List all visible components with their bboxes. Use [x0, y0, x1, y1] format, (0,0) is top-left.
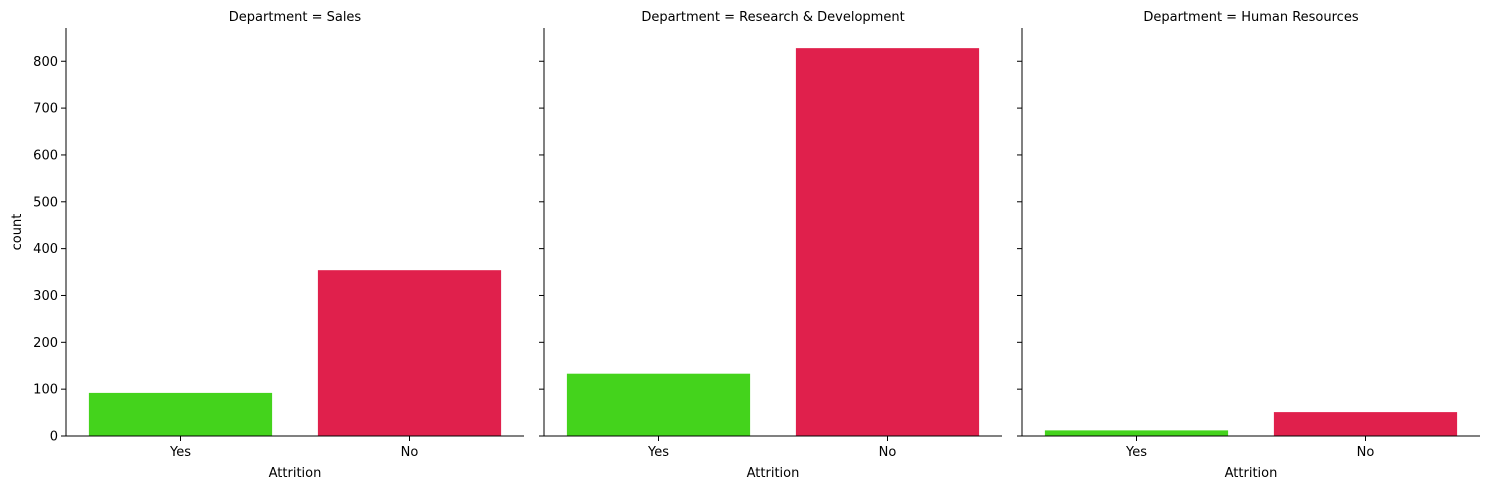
bar-yes — [566, 373, 751, 436]
panel-title: Department = Human Resources — [1143, 10, 1358, 25]
y-tick-label: 700 — [33, 102, 58, 117]
y-tick-label: 300 — [33, 289, 58, 304]
x-axis-label: Attrition — [269, 466, 322, 481]
x-tick-label-yes: Yes — [169, 445, 191, 460]
facet-panel-3: Yes No Attrition Department = Human Resourc… — [1017, 10, 1480, 481]
y-tick-label: 0 — [50, 430, 58, 445]
y-tick-label: 800 — [33, 55, 58, 70]
bar-yes — [88, 392, 273, 436]
y-tick-label: 400 — [33, 242, 58, 257]
x-tick-label-no: No — [1357, 445, 1375, 460]
bar-no — [1273, 412, 1458, 436]
y-tick-label: 500 — [33, 195, 58, 210]
x-tick-label-yes: Yes — [647, 445, 669, 460]
y-tick-label: 100 — [33, 383, 58, 398]
x-axis-label: Attrition — [747, 466, 800, 481]
bar-no — [795, 48, 980, 436]
x-tick-label-no: No — [879, 445, 897, 460]
bar-no — [317, 270, 502, 436]
bar-yes — [1044, 430, 1229, 436]
x-axis-label: Attrition — [1225, 466, 1278, 481]
panel-title: Department = Research & Development — [641, 10, 904, 25]
x-tick-label-no: No — [401, 445, 419, 460]
facet-panel-2: Yes No Attrition Department = Research & De… — [539, 10, 1002, 481]
y-axis-label: count — [10, 214, 25, 251]
panel-title: Department = Sales — [229, 10, 362, 25]
y-tick-label: 600 — [33, 148, 58, 163]
x-tick-label-yes: Yes — [1125, 445, 1147, 460]
facet-panel-1: 0 100 200 300 400 500 600 700 800 Yes No Attrition c… — [10, 10, 524, 481]
y-tick-label: 200 — [33, 336, 58, 351]
